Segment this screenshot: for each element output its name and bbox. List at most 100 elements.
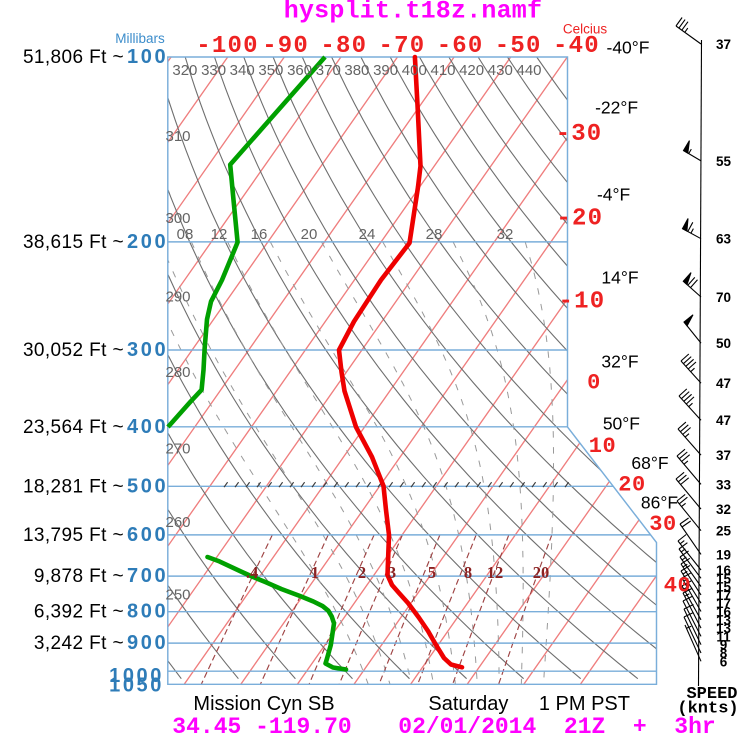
svg-text:20: 20 [301,226,318,243]
svg-text:32: 32 [716,502,731,517]
svg-text:260: 260 [165,514,190,531]
svg-text:37: 37 [716,448,731,463]
svg-text:440: 440 [516,62,541,79]
svg-text:02/01/2014 21Z + 3hr: 02/01/2014 21Z + 3hr [398,714,715,740]
svg-text:1050: 1050 [109,675,164,697]
svg-text:430: 430 [488,62,513,79]
svg-text:86°F: 86°F [641,493,678,513]
svg-text:13: 13 [716,621,732,636]
svg-text:270: 270 [165,441,190,458]
svg-text:340: 340 [230,62,255,79]
svg-text:400: 400 [127,416,168,438]
svg-text:70: 70 [716,290,731,305]
svg-text:1: 1 [311,563,319,582]
svg-text:6,392 Ft ~: 6,392 Ft ~ [34,602,124,623]
svg-text:63: 63 [716,232,732,247]
svg-text:28: 28 [426,226,443,243]
svg-text:200: 200 [127,231,168,253]
svg-text:350: 350 [258,62,283,79]
svg-text:500: 500 [127,475,168,497]
svg-text:600: 600 [127,524,168,546]
svg-text:23,564 Ft ~: 23,564 Ft ~ [23,417,124,438]
svg-text:14°F: 14°F [601,268,638,288]
svg-text:370: 370 [316,62,341,79]
svg-text:12: 12 [487,563,504,582]
svg-text:30: 30 [649,512,676,537]
svg-text:47: 47 [716,376,731,391]
svg-text:16: 16 [716,605,732,620]
svg-text:-60: -60 [437,33,484,60]
svg-text:12: 12 [211,226,228,243]
svg-text:-10: -10 [558,289,605,316]
svg-text:100: 100 [127,46,168,68]
svg-text:9,878 Ft ~: 9,878 Ft ~ [34,566,124,587]
svg-text:24: 24 [359,226,376,243]
svg-text:38,615 Ft ~: 38,615 Ft ~ [23,232,124,253]
svg-text:0: 0 [587,371,601,396]
svg-text:3,242 Ft ~: 3,242 Ft ~ [34,633,124,654]
svg-text:25: 25 [716,524,732,539]
svg-text:-20: -20 [556,206,603,233]
svg-text:33: 33 [716,477,732,492]
svg-text:310: 310 [165,128,190,145]
svg-text:16: 16 [716,563,732,578]
svg-text:400: 400 [402,62,427,79]
svg-text:47: 47 [716,413,731,428]
svg-text:-4°F: -4°F [597,185,630,205]
svg-text:1000: 1000 [109,665,164,687]
svg-text:2: 2 [358,563,366,582]
svg-text:3: 3 [388,563,396,582]
svg-text:50°F: 50°F [603,414,640,434]
svg-text:13: 13 [716,613,732,628]
svg-text:55: 55 [716,154,732,169]
svg-text:15: 15 [716,571,732,586]
svg-text:320: 320 [172,62,197,79]
svg-text:8: 8 [720,646,728,661]
svg-text:-40°F: -40°F [607,38,650,58]
svg-text:19: 19 [716,547,731,562]
svg-text:40: 40 [664,574,691,599]
svg-text:17: 17 [716,588,731,603]
svg-text:11: 11 [716,629,731,644]
svg-text:17: 17 [716,596,731,611]
svg-text:68°F: 68°F [631,453,668,473]
svg-text:6: 6 [720,654,728,669]
svg-text:1 PM PST: 1 PM PST [539,693,630,715]
svg-text:13,795 Ft ~: 13,795 Ft ~ [23,525,124,546]
svg-text:9: 9 [720,638,728,653]
svg-text:410: 410 [430,62,455,79]
svg-text:10: 10 [589,434,616,459]
svg-text:800: 800 [127,601,168,623]
svg-text:15: 15 [716,580,732,595]
svg-text:900: 900 [127,632,168,654]
svg-text:37: 37 [716,37,731,52]
svg-text:18,281 Ft ~: 18,281 Ft ~ [23,476,124,497]
svg-text:34.45 -119.70: 34.45 -119.70 [172,714,351,740]
svg-text:Millibars: Millibars [115,31,165,46]
svg-text:hysplit.t18z.namf: hysplit.t18z.namf [284,0,542,26]
svg-text:51,806 Ft ~: 51,806 Ft ~ [23,47,124,68]
svg-text:.4: .4 [246,563,258,582]
svg-text:Mission Cyn SB: Mission Cyn SB [193,693,334,715]
svg-text:-50: -50 [495,33,542,60]
svg-text:5: 5 [428,563,436,582]
svg-text:(knts): (knts) [677,700,738,719]
svg-text:-90: -90 [262,33,309,60]
svg-text:420: 420 [459,62,484,79]
svg-text:280: 280 [165,364,190,381]
svg-text:330: 330 [201,62,226,79]
svg-text:-40: -40 [553,33,600,60]
svg-text:360: 360 [287,62,312,79]
svg-text:250: 250 [165,587,190,604]
svg-text:290: 290 [165,289,190,306]
svg-text:32: 32 [497,226,514,243]
svg-text:20: 20 [618,473,645,498]
svg-text:300: 300 [165,210,190,227]
svg-text:-70: -70 [378,33,425,60]
svg-text:-100: -100 [196,33,258,60]
svg-text:50: 50 [716,336,731,351]
svg-text:32°F: 32°F [601,351,638,371]
svg-text:-30: -30 [556,121,603,148]
svg-text:08: 08 [177,226,194,243]
svg-text:SPEED: SPEED [686,685,737,704]
